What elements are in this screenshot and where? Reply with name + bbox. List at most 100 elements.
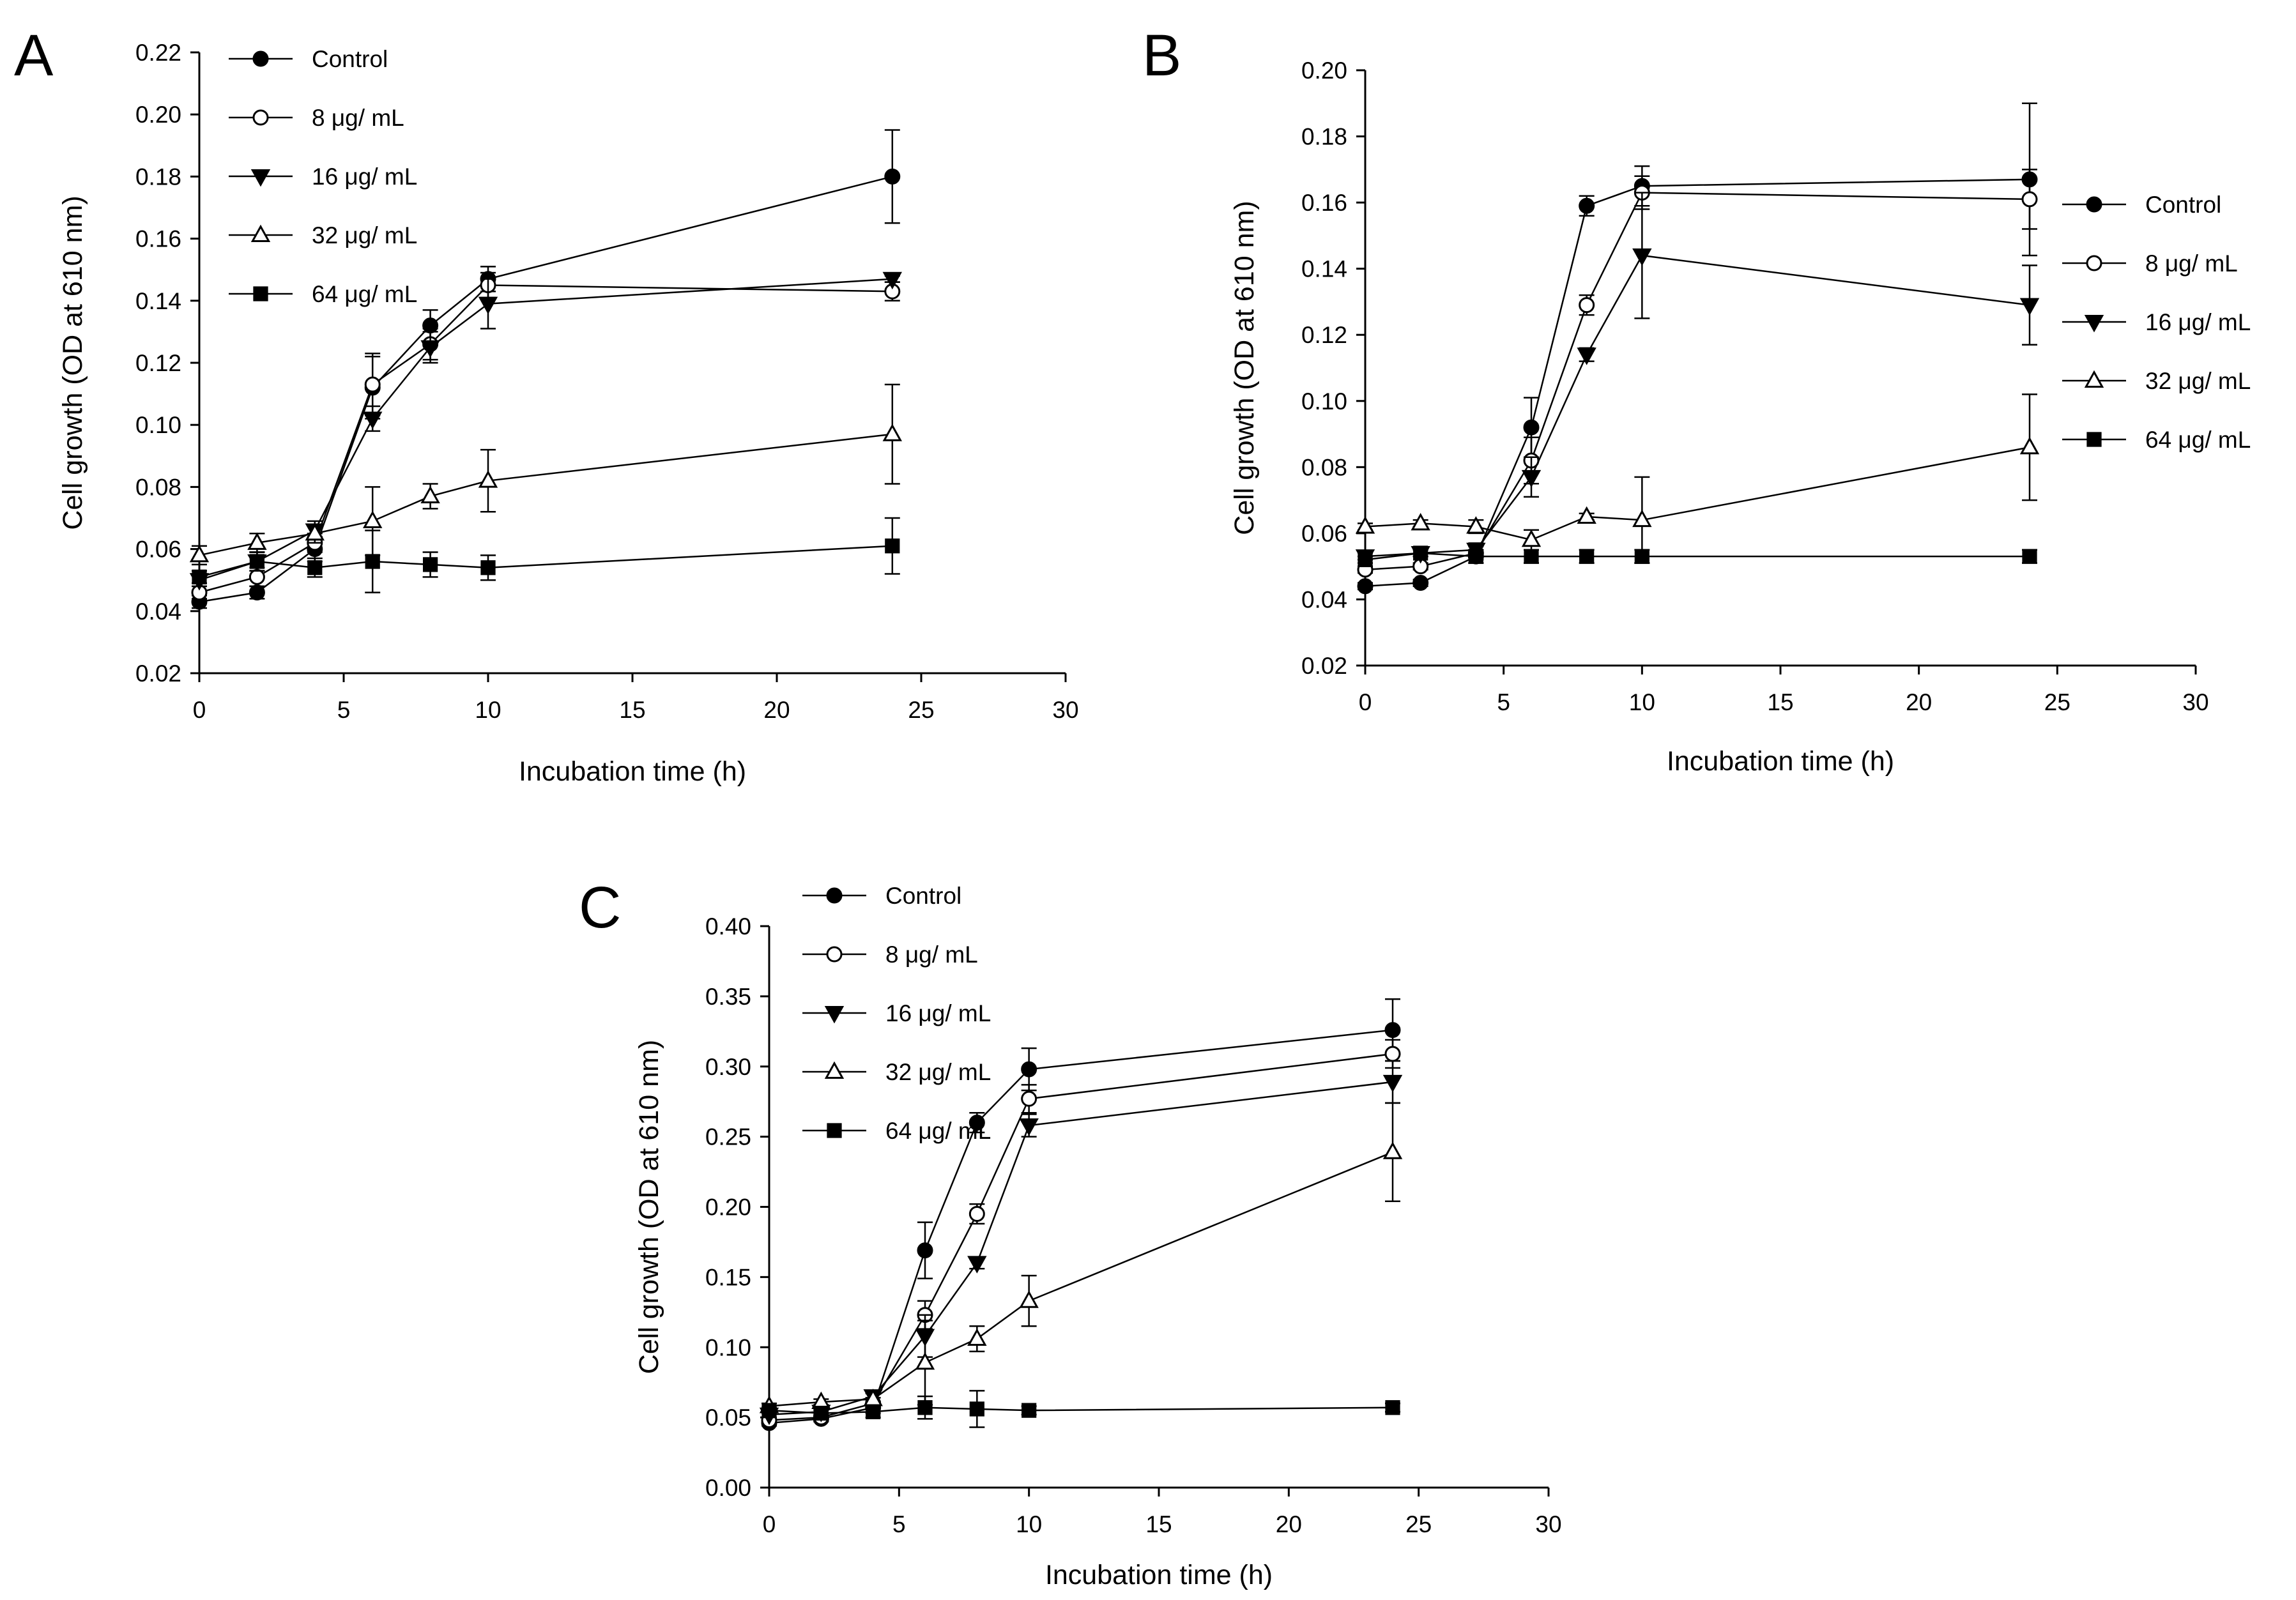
legend-marker [2086, 432, 2102, 447]
legend-label: 64 μg/ mL [312, 281, 417, 307]
legend-label: 8 μg/ mL [2145, 250, 2238, 277]
x-tick-label: 0 [763, 1511, 776, 1537]
legend-label: 16 μg/ mL [2145, 309, 2251, 335]
legend-marker [252, 109, 269, 126]
y-tick-label: 0.20 [135, 102, 181, 128]
data-point [1521, 469, 1542, 488]
series-3 [759, 1060, 1403, 1426]
series-line [1365, 446, 2030, 541]
data-point [882, 423, 902, 441]
legend-label: 8 μg/ mL [312, 105, 404, 131]
series-line [1365, 552, 2030, 561]
y-tick-label: 0.16 [135, 226, 181, 252]
panel-label: B [1142, 23, 1181, 88]
series-line [199, 545, 892, 578]
x-tick-label: 10 [1016, 1511, 1042, 1537]
x-axis-label: Incubation time (h) [519, 756, 746, 787]
data-point [1524, 549, 1539, 564]
series-line [769, 1151, 1393, 1407]
data-point [1634, 549, 1649, 564]
y-tick-label: 0.06 [1301, 521, 1347, 547]
x-tick-label: 15 [1767, 689, 1793, 715]
x-tick-label: 25 [2044, 689, 2070, 715]
data-point [1521, 529, 1542, 547]
series-2 [1357, 169, 2038, 578]
data-point [1632, 509, 1652, 528]
series-line [1365, 178, 2030, 587]
legend-marker [2086, 255, 2102, 271]
x-tick-label: 25 [908, 697, 934, 723]
legend-label: Control [312, 46, 388, 72]
series-line [199, 176, 893, 603]
x-tick-label: 30 [2182, 689, 2208, 715]
x-tick-label: 20 [763, 697, 790, 723]
x-tick-label: 30 [1052, 697, 1078, 723]
series-line [1365, 192, 2030, 571]
x-axis-label: Incubation time (h) [1045, 1560, 1273, 1590]
data-point [1385, 1400, 1400, 1415]
y-axis-label: Cell growth (OD at 610 nm) [1229, 201, 1260, 535]
data-point [1411, 512, 1430, 531]
x-tick-label: 0 [1359, 689, 1372, 715]
data-point [1358, 552, 1373, 567]
y-tick-label: 0.10 [135, 412, 181, 438]
data-point [364, 376, 381, 393]
y-tick-label: 0.10 [1301, 388, 1347, 415]
data-point [2019, 298, 2040, 316]
series-line [1365, 254, 2030, 558]
legend-marker [250, 224, 271, 242]
y-axis-label: Cell growth (OD at 610 nm) [57, 195, 88, 530]
y-tick-label: 0.20 [1301, 57, 1347, 84]
y-tick-label: 0.12 [1301, 322, 1347, 348]
data-point [249, 584, 265, 601]
legend-marker [827, 1123, 842, 1138]
y-axis-label: Cell growth (OD at 610 nm) [634, 1040, 664, 1374]
data-point [480, 560, 496, 575]
series-4 [759, 1102, 1403, 1413]
x-tick-label: 10 [1629, 689, 1655, 715]
data-point [1579, 197, 1595, 214]
x-tick-label: 10 [475, 697, 501, 723]
data-point [249, 554, 265, 569]
y-tick-label: 0.18 [1301, 124, 1347, 150]
series-1 [761, 998, 1401, 1431]
y-tick-label: 0.14 [135, 288, 181, 314]
y-tick-label: 0.15 [705, 1264, 751, 1290]
data-point [1019, 1290, 1039, 1308]
y-tick-label: 0.00 [705, 1475, 751, 1501]
y-tick-label: 0.25 [705, 1124, 751, 1150]
x-tick-label: 20 [1906, 689, 1932, 715]
series-4 [1355, 393, 2040, 564]
y-tick-label: 0.04 [1301, 586, 1347, 613]
data-point [1355, 516, 1375, 534]
data-point [884, 168, 901, 185]
legend-marker [826, 887, 843, 904]
x-tick-label: 20 [1276, 1511, 1302, 1537]
data-point [363, 411, 383, 429]
data-point [2022, 549, 2037, 564]
data-point [1357, 578, 1374, 595]
y-tick-label: 0.18 [135, 164, 181, 190]
data-point [1579, 549, 1595, 564]
y-tick-label: 0.06 [135, 537, 181, 563]
x-tick-label: 5 [337, 697, 351, 723]
legend-marker [824, 1061, 845, 1079]
series-3 [189, 271, 902, 591]
y-tick-label: 0.04 [135, 598, 181, 625]
legend: Control 8 μg/ mL 16 μg/ mL 32 μg/ mL 64 μg/ … [229, 46, 417, 307]
data-point [1632, 248, 1652, 266]
y-tick-label: 0.02 [135, 660, 181, 687]
data-point [1384, 1022, 1401, 1039]
y-tick-label: 0.08 [135, 474, 181, 500]
data-point [1021, 1061, 1037, 1078]
data-point [917, 1242, 933, 1259]
legend-label: 32 μg/ mL [2145, 368, 2251, 394]
data-point [189, 544, 210, 563]
legend-marker [826, 946, 843, 963]
y-tick-label: 0.14 [1301, 256, 1347, 282]
series-line [769, 1029, 1393, 1424]
data-point [866, 1404, 881, 1419]
data-point [1468, 549, 1483, 564]
chart-panel-a: A 0 5 10 15 20 25 30 0.02 0.04 0.06 0.08 0.10 0.12 0.1… [14, 23, 1079, 787]
